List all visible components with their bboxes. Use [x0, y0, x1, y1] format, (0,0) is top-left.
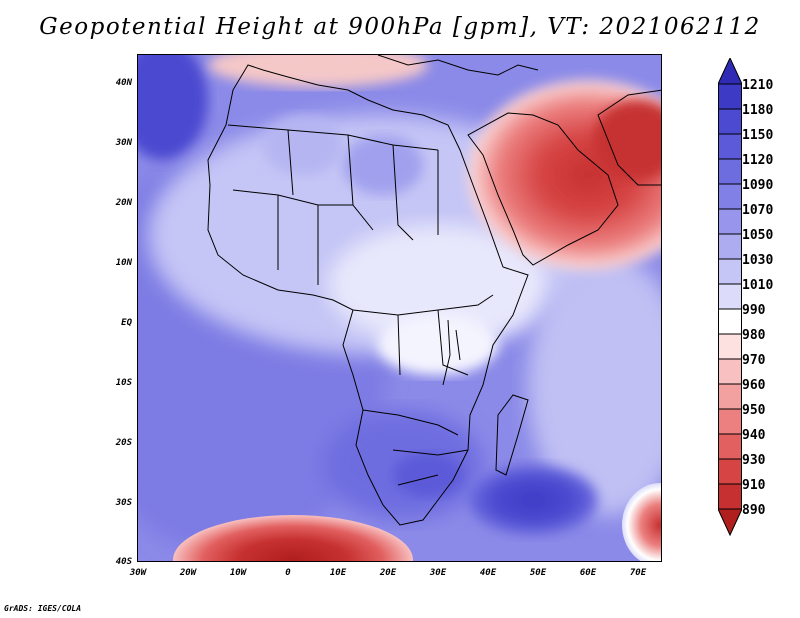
colorbar-top-arrow — [718, 58, 742, 85]
colorbar-swatch — [718, 133, 742, 160]
geopotential-map — [138, 55, 661, 561]
lat-label-10s: 10S — [115, 378, 132, 388]
colorbar-swatch — [718, 108, 742, 135]
colorbar — [718, 58, 742, 537]
colorbar-label: 1120 — [742, 153, 774, 168]
colorbar-swatch — [718, 258, 742, 285]
colorbar-label: 1180 — [742, 103, 774, 118]
colorbar-swatch — [718, 83, 742, 110]
colorbar-label: 1090 — [742, 178, 774, 193]
chart-title: Geopotential Height at 900hPa [gpm], VT:… — [39, 14, 761, 40]
colorbar-swatch — [718, 158, 742, 185]
colorbar-swatch — [718, 458, 742, 485]
colorbar-label: 1070 — [742, 203, 774, 218]
coastlines — [207, 55, 661, 526]
colorbar-swatch — [718, 183, 742, 210]
grads-credit: GrADS: IGES/COLA — [4, 604, 82, 613]
lon-label-30e: 30E — [429, 568, 447, 578]
lon-label-60e: 60E — [579, 568, 597, 578]
lon-label-10w: 10W — [229, 568, 247, 578]
colorbar-label: 1050 — [742, 228, 774, 243]
colorbar-label: 970 — [742, 353, 766, 368]
lon-label-70e: 70E — [629, 568, 647, 578]
colorbar-swatch — [718, 208, 742, 235]
colorbar-label: 950 — [742, 403, 766, 418]
colorbar-swatch — [718, 308, 742, 335]
colorbar-swatch — [718, 358, 742, 385]
lon-label-0: 0 — [285, 568, 291, 578]
lat-label-20s: 20S — [115, 438, 132, 448]
colorbar-label: 1150 — [742, 128, 774, 143]
lon-label-20w: 20W — [179, 568, 197, 578]
colorbar-label: 960 — [742, 378, 766, 393]
colorbar-label: 980 — [742, 328, 766, 343]
colorbar-bottom-arrow — [718, 508, 742, 537]
colorbar-swatch — [718, 408, 742, 435]
colorbar-label: 890 — [742, 503, 766, 518]
colorbar-label: 990 — [742, 303, 766, 318]
lat-label-20n: 20N — [115, 198, 132, 208]
colorbar-label: 930 — [742, 453, 766, 468]
colorbar-label: 1010 — [742, 278, 774, 293]
colorbar-swatch — [718, 433, 742, 460]
lat-label-eq: EQ — [121, 318, 132, 328]
lat-label-10n: 10N — [115, 258, 132, 268]
colorbar-label: 940 — [742, 428, 766, 443]
colorbar-swatch — [718, 333, 742, 360]
lon-label-50e: 50E — [529, 568, 547, 578]
lat-label-30n: 30N — [115, 138, 132, 148]
colorbar-swatch — [718, 283, 742, 310]
colorbar-swatch — [718, 483, 742, 510]
colorbar-label: 1030 — [742, 253, 774, 268]
lat-label-40s: 40S — [115, 557, 132, 567]
lat-label-30s: 30S — [115, 498, 132, 508]
lon-label-10e: 10E — [329, 568, 347, 578]
colorbar-swatch — [718, 383, 742, 410]
lon-label-30w: 30W — [129, 568, 147, 578]
lon-label-20e: 20E — [379, 568, 397, 578]
colorbar-label: 1210 — [742, 78, 774, 93]
map-panel — [137, 54, 662, 562]
lat-label-40n: 40N — [115, 78, 132, 88]
colorbar-label: 910 — [742, 478, 766, 493]
colorbar-swatch — [718, 233, 742, 260]
lon-label-40e: 40E — [479, 568, 497, 578]
